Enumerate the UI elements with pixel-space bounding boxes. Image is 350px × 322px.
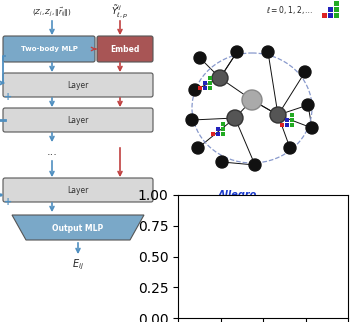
Polygon shape [12,215,144,240]
Bar [198,86,202,90]
Circle shape [216,156,228,168]
Bar [290,118,294,122]
Text: $(Z_i, Z_j, \|\vec{r}_{ij}\|)$: $(Z_i, Z_j, \|\vec{r}_{ij}\|)$ [32,5,72,19]
FancyBboxPatch shape [3,178,153,202]
Bar [211,132,215,136]
Circle shape [231,46,243,58]
Text: $\tilde{Y}^{ij}_{\ell,p}$: $\tilde{Y}^{ij}_{\ell,p}$ [111,4,128,21]
Text: ...: ... [47,147,57,157]
Bar [208,81,212,85]
Bar [208,76,212,80]
Bar [290,123,294,127]
Bar [221,127,225,131]
Circle shape [262,46,274,58]
Text: Layer: Layer [67,80,89,90]
Circle shape [212,70,228,86]
Circle shape [249,159,261,171]
Bar [334,7,339,12]
Circle shape [284,142,296,154]
FancyBboxPatch shape [3,36,95,62]
Circle shape [306,122,318,134]
Text: NequIP: NequIP [202,201,258,215]
Bar [285,118,289,122]
Bar [208,86,212,90]
Bar [280,123,284,127]
Text: $\ell = 0, 1, 2, \ldots$: $\ell = 0, 1, 2, \ldots$ [266,4,314,16]
FancyBboxPatch shape [97,36,153,62]
Text: Layer: Layer [67,185,89,194]
Bar [322,13,327,18]
Bar [334,13,339,18]
Bar [328,13,333,18]
Circle shape [270,107,286,123]
Bar [203,86,207,90]
Text: Allegro: Allegro [217,190,257,200]
Text: Output MLP: Output MLP [52,223,104,232]
Text: Layer: Layer [67,116,89,125]
Text: +: + [4,197,12,207]
Circle shape [186,114,198,126]
Bar [285,123,289,127]
Circle shape [189,84,201,96]
Text: Two-body MLP: Two-body MLP [21,46,77,52]
Circle shape [242,90,262,110]
Circle shape [302,99,314,111]
Circle shape [227,110,243,126]
FancyBboxPatch shape [3,108,153,132]
Text: +: + [4,92,12,102]
Circle shape [194,52,206,64]
Bar [216,132,220,136]
Bar [221,122,225,126]
Text: $E_{ij}$: $E_{ij}$ [72,258,84,272]
Bar [203,81,207,85]
Bar [221,132,225,136]
Circle shape [192,142,204,154]
Bar [328,7,333,12]
Bar [334,1,339,6]
Circle shape [299,66,311,78]
Text: Embed: Embed [110,44,140,53]
Bar [290,113,294,117]
FancyBboxPatch shape [3,73,153,97]
Bar [216,127,220,131]
